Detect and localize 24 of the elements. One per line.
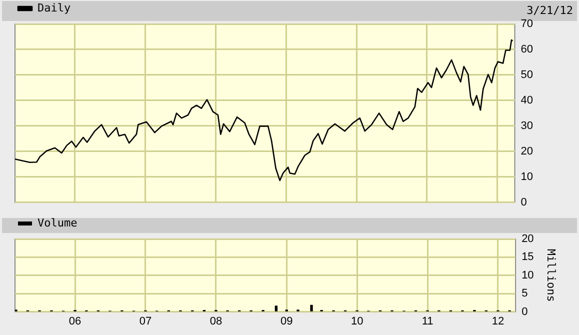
- y-tick-label: 50: [520, 69, 534, 82]
- y-tick-label: 40: [520, 94, 534, 106]
- y-tick-label: 10: [522, 269, 534, 282]
- x-tick-label: 09: [280, 315, 293, 328]
- y-tick-label: 5: [522, 288, 528, 300]
- y-tick-label: 20: [520, 145, 534, 158]
- y-tick-label: 70: [520, 18, 534, 30]
- y-tick-label: 30: [520, 120, 534, 132]
- x-tick-label: 07: [139, 315, 152, 328]
- y-tick-label: 20: [522, 233, 534, 246]
- y-tick-label: 0: [520, 196, 527, 208]
- x-tick-label: 11: [422, 315, 434, 328]
- y-tick-label: 60: [520, 44, 534, 56]
- legend-label: Daily: [38, 1, 71, 14]
- text: 3/21/12: [526, 4, 573, 17]
- x-tick-label: 06: [68, 315, 82, 328]
- x-tick-label: 10: [350, 315, 364, 328]
- legend-label: Volume: [38, 216, 78, 230]
- x-tick-label: 12: [492, 315, 504, 328]
- y-tick-label: 10: [520, 170, 534, 183]
- y-tick-label: 0: [522, 306, 528, 318]
- y-tick-label: 15: [522, 251, 534, 264]
- x-tick-label: 08: [210, 315, 222, 328]
- y-axis-title: Millions: [544, 248, 558, 302]
